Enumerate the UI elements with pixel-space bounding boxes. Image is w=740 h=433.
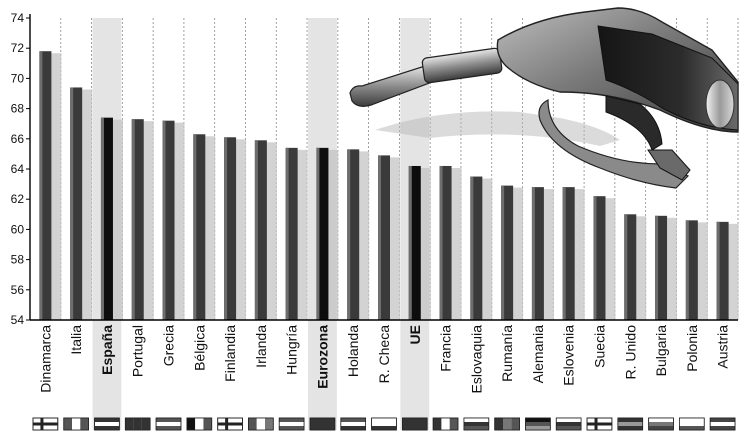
flag-italia [63,417,89,431]
flag-holanda [340,417,367,431]
flag-alemania [525,417,551,431]
flag-polonia [679,417,705,431]
x-label-eslovenia: Eslovenia [561,325,577,386]
x-label-espana: España [99,325,115,375]
x-label-grecia: Grecia [161,325,177,366]
y-tick-labels: 54 56 58 60 62 64 66 68 70 72 74 [11,11,25,327]
flag-dinamarca [32,417,59,431]
bar-highlight-hungria [285,147,289,320]
x-label-finlandia: Finlandia [222,325,238,382]
y-tick-label: 60 [11,222,25,236]
x-label-rumania: Rumanía [499,325,515,382]
bar-highlight-francia [439,165,443,320]
x-label-francia: Francia [438,325,454,372]
flag-grecia [155,417,182,431]
bar-highlight-finlandia [224,137,228,320]
y-tick-label: 56 [11,283,25,297]
fuel-nozzle-illustration [349,7,739,189]
bar-highlight-rumania [501,185,505,320]
bar-highlight-holanda [347,149,351,320]
y-tick-label: 68 [11,102,25,116]
nozzle-trigger [605,95,663,151]
x-label-eurozona: Eurozona [314,325,330,389]
y-tick-label: 74 [11,11,25,25]
nozzle-grip [597,25,739,131]
flag-belgica [186,417,213,431]
flag-irlanda [248,417,274,431]
bar-highlight-dinamarca [39,51,43,320]
x-tick-labels: Dinamarca Italia España Portugal Grecia Bélgi… [37,325,730,394]
bar-highlight-r-checa [378,155,381,320]
y-tick-label: 66 [11,132,25,146]
x-label-italia: Italia [68,325,84,355]
nozzle-collar [421,47,503,84]
flag-espana [94,417,120,431]
flag-row [32,417,736,431]
flag-eslovaquia [463,417,490,431]
bar-highlight-bulgaria [655,215,659,320]
x-label-austria: Austria [715,325,731,369]
bar-highlight-portugal [131,119,135,320]
x-label-portugal: Portugal [130,325,146,377]
flag-suecia [586,417,613,431]
x-label-suecia: Suecia [591,325,607,368]
nozzle-trigger-latch [647,149,691,181]
flag-ue [401,417,428,431]
x-label-holanda: Holanda [345,325,361,377]
bar-highlight-eslovaquia [470,176,474,320]
y-tick-label: 54 [11,313,25,327]
bar-highlight-austria [716,221,720,320]
x-label-bulgaria: Bulgaria [653,325,669,377]
axes [26,14,738,321]
bar-highlight-suecia [593,196,597,320]
flag-finlandia [217,417,243,431]
flag-r-checa [371,417,397,431]
flag-eslovenia [555,417,582,431]
x-label-ue: UE [407,325,423,344]
y-tick-label: 70 [11,71,25,85]
flag-bulgaria [648,417,674,431]
flag-rumania [494,417,520,431]
y-tick-label: 72 [11,41,25,55]
flag-hungria [278,417,305,431]
bars [39,51,729,321]
x-label-hungria: Hungría [284,325,300,375]
x-label-r-unido: R. Unido [622,325,638,380]
bar-highlight-espana [100,117,104,320]
y-tick-label: 64 [11,162,25,176]
bar-highlight-ue [408,165,412,320]
bar-highlight-belgica [193,134,197,320]
x-label-belgica: Bélgica [191,325,207,371]
x-label-irlanda: Irlanda [253,325,269,368]
bar-highlight-polonia [685,220,689,320]
bar-highlight-italia [70,87,74,321]
flag-r-unido [617,417,644,431]
flag-austria [709,417,736,431]
bar-highlight-grecia [162,120,166,321]
flag-portugal [124,417,151,431]
bar-highlight-r-unido [624,214,628,320]
bar-highlight-irlanda [254,140,258,320]
bar-highlight-eurozona [316,147,320,320]
y-tick-label: 58 [11,253,25,267]
bar-highlight-eslovenia [562,187,566,320]
bar-highlight-alemania [531,187,535,320]
flag-francia [432,417,459,431]
x-label-dinamarca: Dinamarca [37,325,53,393]
y-tick-label: 62 [11,192,25,206]
nozzle-cuff [705,79,735,129]
x-label-eslovaquia: Eslovaquia [468,325,484,394]
x-label-polonia: Polonia [684,325,700,372]
x-label-r-checa: R. Checa [376,325,392,384]
flag-eurozona [309,417,336,431]
x-label-alemania: Alemania [530,325,546,384]
nozzle-trigger-guard [538,99,690,189]
